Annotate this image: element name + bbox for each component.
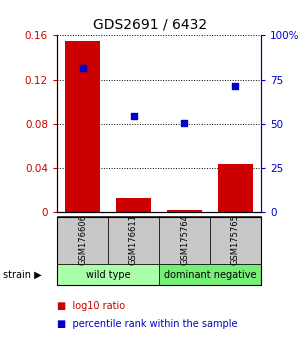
- Text: GSM175764: GSM175764: [180, 215, 189, 265]
- Text: GDS2691 / 6432: GDS2691 / 6432: [93, 18, 207, 32]
- Text: ■  log10 ratio: ■ log10 ratio: [57, 301, 125, 311]
- Text: GSM175765: GSM175765: [231, 215, 240, 265]
- Bar: [218, 164, 253, 212]
- Text: strain ▶: strain ▶: [3, 270, 42, 280]
- Text: GSM176606: GSM176606: [78, 214, 87, 266]
- Text: wild type: wild type: [86, 270, 130, 280]
- Point: [233, 83, 238, 88]
- Point: [131, 113, 136, 119]
- Text: GSM176611: GSM176611: [129, 215, 138, 265]
- Point: [182, 120, 187, 126]
- Text: dominant negative: dominant negative: [164, 270, 256, 280]
- Bar: [65, 41, 100, 212]
- Bar: [116, 198, 152, 212]
- Point: [80, 65, 85, 71]
- Bar: [167, 210, 202, 212]
- Text: ■  percentile rank within the sample: ■ percentile rank within the sample: [57, 319, 238, 329]
